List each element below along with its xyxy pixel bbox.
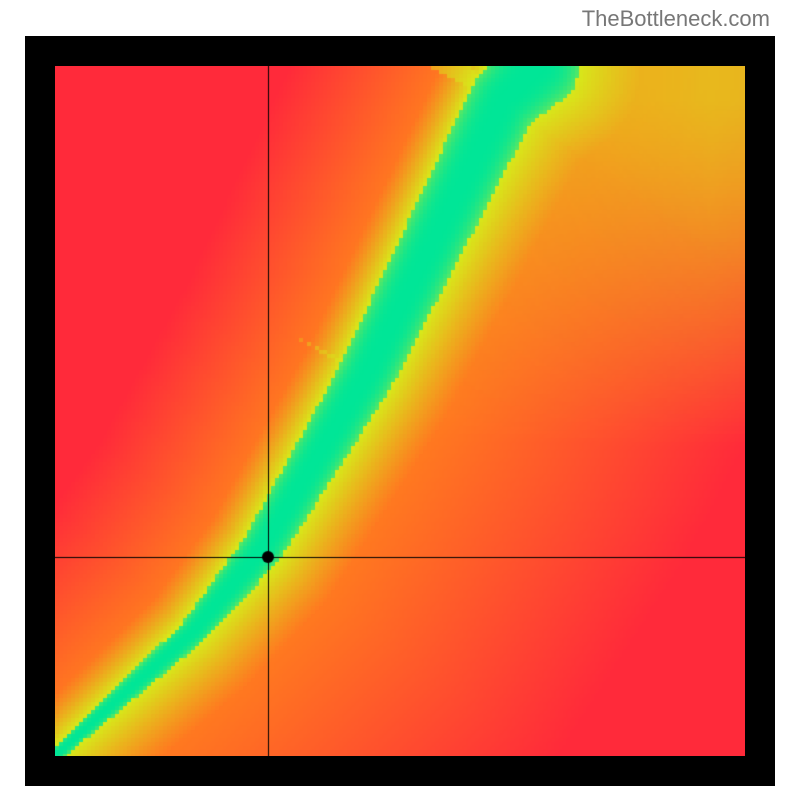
root-container: TheBottleneck.com xyxy=(0,0,800,800)
plot-area xyxy=(55,66,745,756)
heatmap-canvas xyxy=(55,66,745,756)
watermark-text: TheBottleneck.com xyxy=(582,6,770,32)
chart-frame xyxy=(25,36,775,786)
